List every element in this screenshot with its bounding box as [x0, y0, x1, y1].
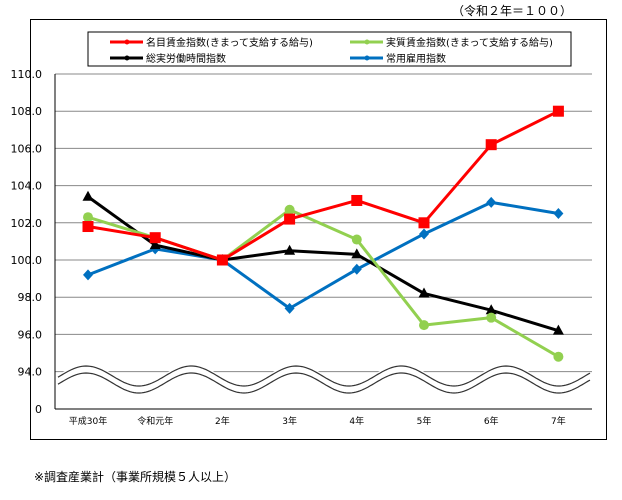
data-point-diamond [553, 208, 564, 219]
series-line [87, 109, 560, 262]
y-tick-label: 108.0 [11, 105, 43, 118]
y-tick-label: 98.0 [18, 291, 43, 304]
legend-box [87, 31, 572, 67]
data-point-triangle [149, 239, 161, 250]
y-tick-label: 110.0 [11, 68, 43, 81]
data-point-diamond [284, 302, 295, 314]
data-point-triangle [485, 304, 497, 315]
data-point-square [149, 232, 161, 244]
y-tick-label: 106.0 [11, 142, 43, 155]
legend-marker [124, 39, 130, 45]
data-point-circle [351, 234, 362, 245]
data-point-circle [486, 312, 497, 323]
legend-marker [124, 55, 130, 61]
footnote: ※調査産業計（事業所規模５人以上） [34, 470, 237, 484]
legend-marker [364, 55, 370, 61]
axis-break-wave [57, 365, 591, 387]
series-diamond [83, 196, 564, 314]
data-point-triangle [284, 244, 296, 255]
series-square [82, 105, 564, 266]
legend-marker [364, 39, 370, 45]
x-tick-label: 4年 [349, 415, 364, 427]
legend: 名目賃金指数(きまって支給する給与) 実質賃金指数(きまって支給する給与) 総実労働… [87, 31, 572, 67]
axis-break-band [55, 364, 593, 394]
legend-label: 総実労働時間指数 [146, 52, 226, 65]
x-tick-label: 7年 [551, 415, 566, 427]
x-tick-label: 令和元年 [137, 415, 173, 427]
series-triangle [82, 190, 564, 335]
data-point-square [552, 105, 564, 117]
x-tick-label: 3年 [282, 415, 297, 427]
data-point-square [284, 213, 296, 225]
legend-label: 実質賃金指数(きまって支給する給与) [386, 36, 553, 49]
data-point-triangle [418, 287, 430, 298]
legend-label: 名目賃金指数(きまって支給する給与) [146, 36, 313, 49]
data-point-diamond [419, 228, 429, 240]
data-point-circle [83, 212, 93, 223]
y-tick-label: 0 [35, 403, 42, 416]
data-point-square [82, 221, 94, 233]
data-point-square [418, 217, 430, 229]
chart-frame [30, 19, 607, 440]
data-point-diamond [83, 269, 93, 281]
data-point-square [485, 139, 497, 151]
y-tick-label: 96.0 [18, 328, 43, 341]
data-point-circle [284, 204, 295, 215]
axis-break-wave [57, 372, 591, 394]
y-tick-label: 102.0 [11, 217, 43, 230]
series-line [87, 195, 559, 333]
data-point-triangle [82, 190, 94, 201]
data-point-diamond [351, 263, 362, 275]
data-point-circle [553, 351, 564, 362]
y-tick-label: 94.0 [18, 366, 43, 379]
base-year-note: （令和２年＝１００） [451, 4, 572, 18]
y-tick-label: 104.0 [11, 180, 43, 193]
data-point-circle [419, 320, 429, 331]
legend-label: 常用雇用指数 [386, 52, 446, 65]
x-tick-label: 2年 [215, 415, 230, 427]
data-point-square [351, 194, 363, 206]
x-tick-label: 6年 [484, 415, 499, 427]
data-point-diamond [486, 196, 497, 208]
series-line [87, 200, 559, 310]
x-tick-label: 5年 [417, 415, 432, 427]
data-point-triangle [552, 324, 564, 335]
y-tick-label: 100.0 [11, 254, 43, 267]
data-point-triangle [351, 248, 363, 259]
series-circle [83, 204, 564, 362]
data-point-square [216, 254, 228, 266]
x-tick-label: 平成30年 [69, 415, 107, 427]
